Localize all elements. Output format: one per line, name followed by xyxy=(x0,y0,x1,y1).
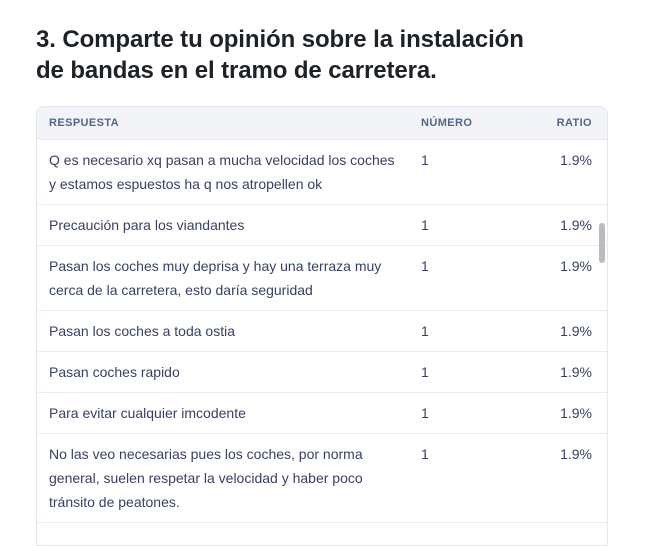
table-row: Pasan los coches muy deprisa y hay una t… xyxy=(37,246,607,311)
response-cell: No las veo necesarias pues los coches, p… xyxy=(49,446,363,510)
table-body: Q es necesario xq pasan a mucha velocida… xyxy=(37,140,607,545)
table-row: Para evitar cualquier imcodente 1 1.9% xyxy=(37,393,607,434)
count-cell: 1 xyxy=(421,405,429,421)
table-header: RESPUESTA NÚMERO RATIO xyxy=(37,107,607,140)
page-title-line2: de bandas en el tramo de carretera. xyxy=(36,57,437,84)
page-title: 3. Comparte tu opinión sobre la instalac… xyxy=(36,24,635,86)
response-cell: Para evitar cualquier imcodente xyxy=(49,405,246,421)
column-header-numero: NÚMERO xyxy=(421,117,473,129)
count-cell: 1 xyxy=(421,446,429,462)
count-cell: 1 xyxy=(421,258,429,274)
page-title-line1: 3. Comparte tu opinión sobre la instalac… xyxy=(36,26,524,53)
table-row: No las veo necesarias pues los coches, p… xyxy=(37,434,607,523)
ratio-cell: 1.9% xyxy=(560,323,592,339)
table-row: Precaución para los viandantes 1 1.9% xyxy=(37,205,607,246)
ratio-cell: 1.9% xyxy=(560,446,592,462)
response-cell: Q es necesario xq pasan a mucha velocida… xyxy=(49,152,395,192)
ratio-cell: 1.9% xyxy=(560,405,592,421)
column-header-ratio: RATIO xyxy=(556,117,592,129)
response-cell: Pasan los coches a toda ostia xyxy=(49,323,236,339)
count-cell: 1 xyxy=(421,323,429,339)
table-row: Pasan los coches a toda ostia 1 1.9% xyxy=(37,311,607,352)
column-header-respuesta: RESPUESTA xyxy=(49,117,120,129)
response-cell: Pasan los coches muy deprisa y hay una t… xyxy=(49,258,382,298)
table-row-partial xyxy=(37,523,607,545)
table-row: Pasan coches rapido 1 1.9% xyxy=(37,352,607,393)
ratio-cell: 1.9% xyxy=(560,258,592,274)
ratio-cell: 1.9% xyxy=(560,217,592,233)
response-cell: Pasan coches rapido xyxy=(49,364,180,380)
scrollbar-thumb[interactable] xyxy=(599,223,605,263)
count-cell: 1 xyxy=(421,152,429,168)
ratio-cell: 1.9% xyxy=(560,152,592,168)
response-cell: Precaución para los viandantes xyxy=(49,217,245,233)
count-cell: 1 xyxy=(421,217,429,233)
count-cell: 1 xyxy=(421,364,429,380)
table-row: Q es necesario xq pasan a mucha velocida… xyxy=(37,140,607,205)
ratio-cell: 1.9% xyxy=(560,364,592,380)
responses-table: RESPUESTA NÚMERO RATIO Q es necesario xq… xyxy=(36,106,608,546)
page: 3. Comparte tu opinión sobre la instalac… xyxy=(36,24,635,546)
